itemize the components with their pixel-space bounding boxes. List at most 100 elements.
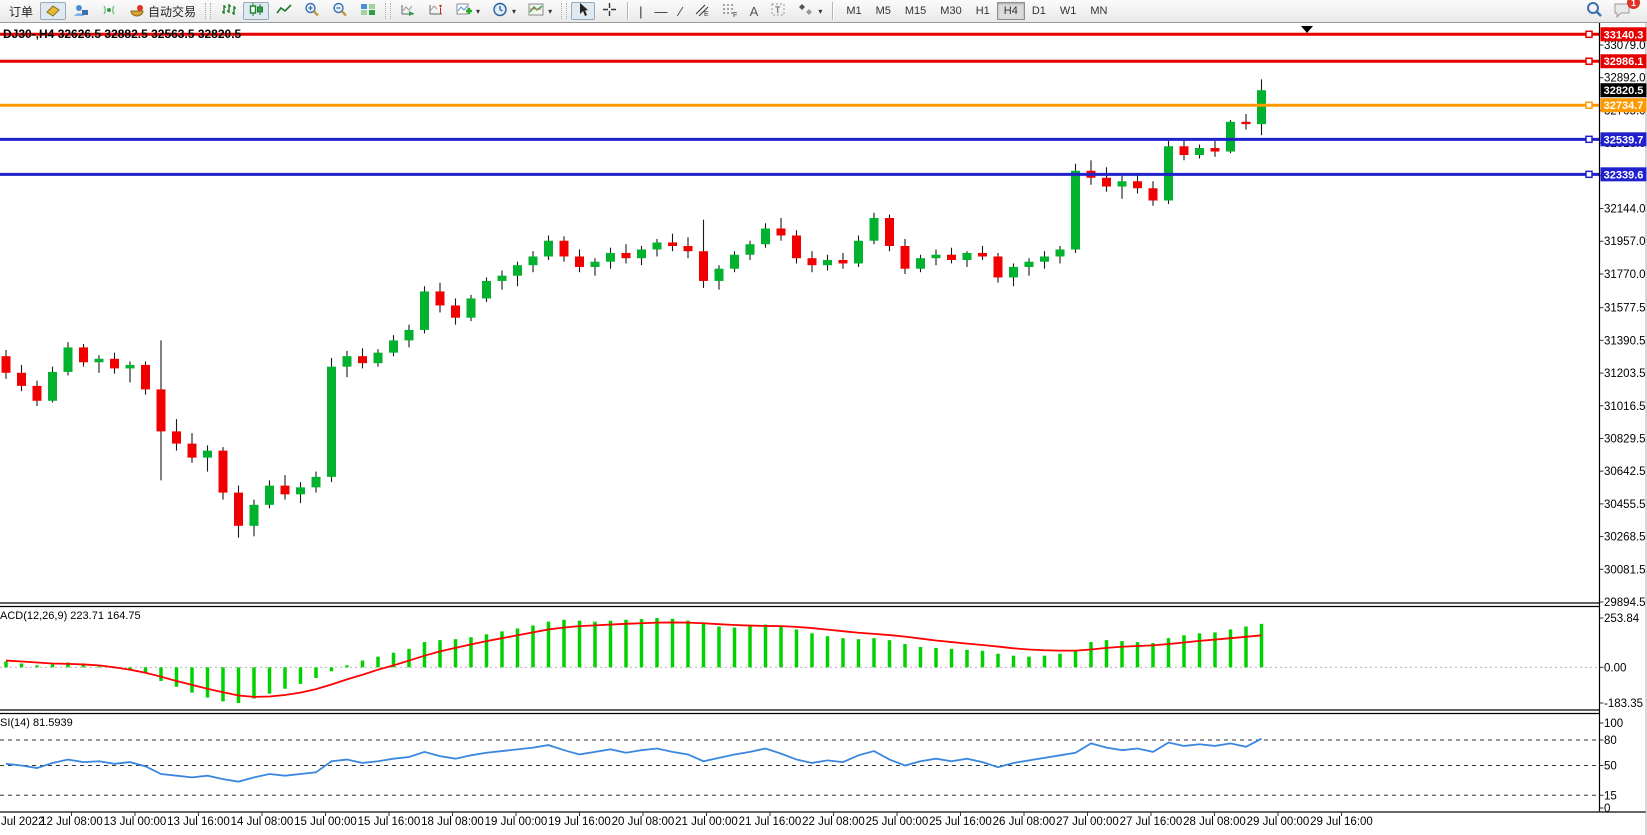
zoom-out-button[interactable]	[327, 2, 353, 20]
chevron-down-icon: ▾	[818, 6, 823, 16]
trendline-icon: ∕	[679, 3, 682, 19]
equidistant-channel-icon: E	[694, 2, 710, 20]
candle-body	[1241, 121, 1251, 125]
horizontal-line-icon: —	[654, 3, 668, 19]
new-order-button[interactable]: 订单	[4, 2, 38, 20]
macd-signal-line	[5, 621, 1262, 698]
candle-body	[203, 450, 212, 458]
chart-shift-marker[interactable]	[1301, 26, 1313, 33]
crosshair-button[interactable]	[597, 2, 622, 20]
timeframe-d1[interactable]: D1	[1031, 5, 1046, 17]
trendline-button[interactable]: ∕	[674, 2, 686, 20]
svg-text:T: T	[775, 5, 781, 15]
mql5-community-button[interactable]	[68, 2, 94, 20]
indicators-add-icon	[456, 2, 473, 20]
chart-bars-button[interactable]	[215, 2, 241, 20]
chart-candles-button[interactable]	[243, 2, 270, 20]
fibonacci-button[interactable]: F	[717, 2, 743, 20]
time-axis-label: 13 Jul 16:00	[167, 816, 230, 828]
hline-handle[interactable]	[1585, 135, 1593, 144]
timeframe-m5[interactable]: M5	[875, 5, 891, 17]
time-axis-label: 21 Jul 16:00	[739, 816, 802, 828]
hline-handle[interactable]	[1585, 170, 1593, 179]
zoom-in-icon	[304, 2, 320, 20]
timeframe-h4[interactable]: H4	[996, 2, 1025, 20]
templates-button[interactable]: ▾	[523, 2, 557, 20]
auto-scroll-button[interactable]	[395, 2, 421, 20]
periods-button[interactable]: ▾	[487, 2, 521, 20]
candle-body	[296, 487, 305, 495]
signals-button[interactable]	[96, 2, 122, 20]
chevron-down-icon: ▾	[476, 6, 481, 16]
chart-shift-button[interactable]	[423, 2, 449, 20]
time-axis-label: 22 Jul 08:00	[802, 816, 865, 828]
candle-body	[854, 240, 863, 264]
hline-price-tag[interactable]	[1600, 132, 1647, 147]
candle-body	[590, 261, 600, 267]
hline-handle[interactable]	[1585, 57, 1593, 65]
text-button[interactable]: A	[745, 2, 764, 20]
timeframe-m15[interactable]: M15	[904, 5, 927, 17]
candle-body	[1133, 181, 1142, 189]
history-center-button[interactable]	[40, 2, 67, 20]
candle-body	[172, 431, 181, 444]
candle-body	[807, 258, 817, 266]
candle-body	[48, 371, 57, 401]
horizontal-line-button[interactable]: —	[649, 2, 672, 20]
candle-body	[187, 443, 197, 458]
current-price-tag[interactable]	[1600, 83, 1647, 98]
channel-button[interactable]: E	[689, 2, 715, 20]
search-icon[interactable]	[1585, 1, 1603, 21]
hline-price-tag[interactable]	[1600, 27, 1647, 42]
price-axis-label: 30081.5	[1604, 564, 1646, 576]
cursor-button[interactable]	[571, 2, 596, 20]
new-order-label: 订单	[9, 4, 34, 19]
timeframe-w1[interactable]: W1	[1059, 5, 1077, 17]
timeframe-m30[interactable]: M30	[940, 5, 962, 17]
candle-body	[1148, 188, 1158, 201]
price-axis-label: 33079.0	[1604, 40, 1646, 52]
hline-price-tag[interactable]	[1600, 167, 1647, 182]
price-axis-label: 31203.5	[1604, 368, 1646, 380]
candle-body	[962, 252, 972, 260]
arrows-button[interactable]: ▾	[793, 2, 827, 20]
indicators-button[interactable]: ▾	[451, 2, 485, 20]
text-label-button[interactable]: T	[765, 2, 791, 20]
time-axis-label: 25 Jul 16:00	[929, 816, 992, 828]
autotrading-button[interactable]: 自动交易	[124, 2, 201, 20]
chart-line-button[interactable]	[271, 2, 297, 20]
candle-body	[358, 356, 367, 364]
candle-body	[435, 291, 445, 306]
price-axis-label: 30642.5	[1604, 466, 1646, 478]
hline-price-tag[interactable]	[1600, 54, 1647, 69]
tile-windows-button[interactable]	[355, 2, 381, 20]
zoom-in-button[interactable]	[299, 2, 325, 20]
chevron-down-icon: ▾	[512, 6, 517, 16]
timeframe-h1[interactable]: H1	[975, 5, 990, 17]
chart-canvas[interactable]: 33079.032892.032705.032518.032331.032144…	[0, 23, 1647, 835]
hline-price-tag-text: 32339.6	[1604, 169, 1644, 181]
chevron-down-icon: ▾	[548, 6, 553, 16]
candle-body	[156, 389, 166, 432]
candle-body	[978, 252, 987, 257]
hline-price-tag-text: 32539.7	[1604, 134, 1644, 146]
hline-handle[interactable]	[1585, 30, 1593, 39]
price-axis-label: 31770.0	[1604, 269, 1646, 281]
candle-body	[280, 485, 290, 495]
text-icon: A	[749, 3, 759, 19]
candle-body	[1055, 249, 1065, 257]
timeframe-mn[interactable]: MN	[1090, 5, 1108, 17]
hline-handle[interactable]	[1585, 101, 1593, 109]
time-axis-label: 26 Jul 08:00	[993, 816, 1056, 828]
candle-body	[683, 245, 693, 252]
candle-body	[869, 217, 879, 241]
vertical-line-button[interactable]: |	[634, 2, 647, 20]
hline-price-tag[interactable]	[1600, 98, 1647, 113]
price-axis-label: 30829.5	[1604, 433, 1646, 445]
candle-body	[1009, 266, 1018, 278]
timeframe-m1[interactable]: M1	[846, 5, 862, 17]
time-axis-label: Jul 2022	[1, 816, 44, 828]
price-axis-label: 30268.5	[1604, 532, 1646, 544]
candle-body	[63, 347, 73, 372]
chat-button[interactable]: 1	[1613, 0, 1640, 21]
